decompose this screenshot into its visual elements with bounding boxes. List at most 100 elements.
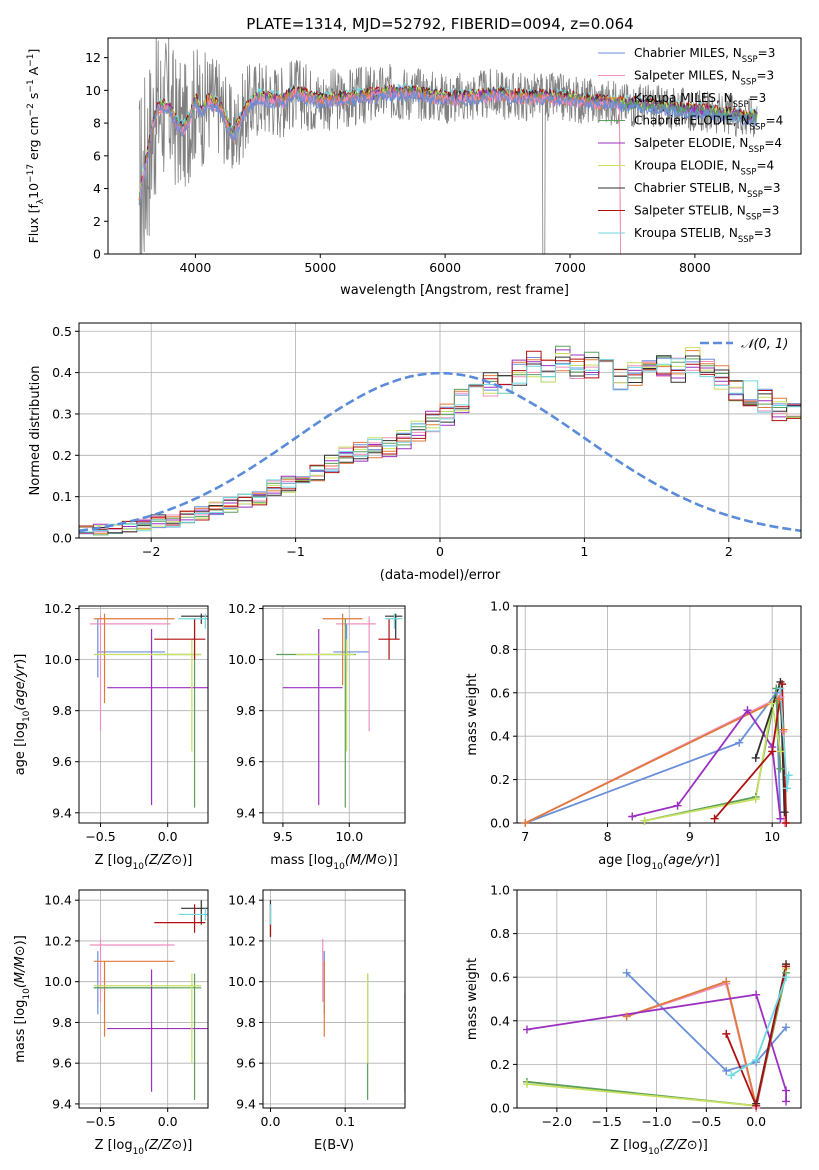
residual-histogram-4 [79, 349, 801, 534]
mass-weight-marker [752, 1056, 761, 1065]
mass-weight-marker [776, 764, 785, 773]
residual-histogram-8 [79, 358, 801, 533]
axes-frame [516, 889, 802, 1109]
y-tick-label: 0.4 [490, 729, 510, 744]
mass-weight-marker [752, 1101, 761, 1110]
y-tick-label: 10.0 [44, 652, 72, 667]
y-tick-label: 0.5 [52, 324, 72, 339]
y-tick-label: 0.8 [490, 926, 510, 941]
y-tick-label: 10.2 [44, 933, 72, 948]
x-tick-label: 8 [604, 829, 612, 844]
y-axis-label: Normed distribution [28, 366, 43, 496]
panel-mass-weight-vs-age: 7 8 9 10 0.0 0.2 0.4 0.6 0.8 1.0 mass weight age [l… [465, 599, 802, 872]
x-tick-label: −2 [142, 544, 160, 559]
mass-weight-marker [751, 795, 760, 804]
legend-entry: Chabrier STELIB, NSSP=3 [634, 181, 781, 200]
y-tick-label: 9.4 [52, 805, 72, 820]
y-tick-label: 0.8 [490, 642, 510, 657]
mass-weight-marker [710, 814, 719, 823]
y-tick-label: 10 [85, 83, 101, 98]
x-tick-label: 9 [686, 829, 694, 844]
y-tick-label: 9.8 [52, 703, 72, 718]
mass-weight-marker [735, 738, 744, 747]
residual-histogram-2 [79, 350, 801, 534]
x-tick-label: 10.0 [335, 829, 363, 844]
x-tick-label: 6000 [429, 260, 461, 275]
mass-weight-marker [751, 753, 760, 762]
x-tick-label: 2 [725, 544, 733, 559]
y-tick-label: 8 [93, 116, 101, 131]
mass-weight-series-4 [631, 708, 782, 819]
x-tick-label: 0.1 [335, 1114, 355, 1129]
mass-weight-marker [752, 990, 761, 999]
mass-weight-marker [776, 684, 785, 693]
axes-frame [262, 605, 406, 824]
mass-weight-marker [782, 819, 791, 827]
legend-entry: Chabrier MILES, NSSP=3 [634, 46, 775, 65]
mass-weight-marker [673, 801, 682, 810]
panel-mass-vs-Z: −0.5 0.0 9.4 9.6 9.8 10.0 10.2 10.4 Z [log10(Z/Z… [13, 889, 209, 1157]
y-tick-label: 9.6 [236, 754, 256, 769]
y-tick-label: 9.8 [236, 703, 256, 718]
y-tick-label: 9.6 [52, 1056, 72, 1071]
mass-weight-marker [640, 816, 649, 825]
x-tick-label: 0 [436, 544, 444, 559]
mass-weight-marker [776, 814, 785, 823]
x-tick-label: 0.0 [158, 829, 178, 844]
x-tick-label: −0.5 [85, 1114, 115, 1129]
residual-histogram-5 [79, 347, 801, 530]
y-tick-label: 1.0 [490, 883, 510, 898]
x-tick-label: 7 [521, 829, 529, 844]
mass-weight-marker [521, 819, 530, 827]
y-tick-label: 0.2 [52, 448, 72, 463]
mass-weight-marker [783, 784, 792, 793]
mass-weight-marker [722, 1066, 731, 1075]
residual-histogram-7 [79, 350, 801, 530]
y-tick-label: 10.0 [228, 974, 256, 989]
plot-area [276, 613, 403, 808]
mass-weight-series-5 [644, 703, 782, 822]
y-tick-label: 10.2 [44, 601, 72, 616]
x-tick-label: −1.5 [592, 1114, 622, 1129]
axes-frame [262, 889, 406, 1109]
y-tick-label: 9.6 [52, 754, 72, 769]
y-axis-label: mass weight [465, 673, 480, 755]
y-tick-label: 0.6 [490, 970, 510, 985]
mass-weight-marker [779, 725, 788, 734]
x-tick-label: 1 [580, 544, 588, 559]
x-axis-label: age [log10(age/yr)] [598, 853, 720, 872]
panel-spectrum: 4000 5000 6000 7000 8000 0 2 4 6 8 10 12 Chabrier MI… [26, 37, 802, 298]
mass-weight-marker [782, 1086, 791, 1095]
panel-age-vs-Z: −0.5 0.0 9.4 9.6 9.8 10.0 10.2 Z [log10(Z/Z⊙)] a… [13, 601, 209, 872]
y-tick-label: 0 [93, 247, 101, 262]
y-tick-label: 2 [93, 214, 101, 229]
y-tick-label: 0.2 [490, 772, 510, 787]
mass-weight-series-7 [713, 683, 788, 823]
y-axis-label: Flux [fλ10−17 erg cm−2 s−1 A−1] [26, 49, 46, 244]
x-tick-label: 4000 [179, 260, 211, 275]
mass-weight-marker [727, 1071, 736, 1080]
y-tick-label: 9.4 [236, 805, 256, 820]
x-tick-label: −0.5 [691, 1114, 721, 1129]
mass-weight-marker [782, 973, 791, 982]
y-tick-label: 12 [85, 50, 101, 65]
x-tick-label: −1 [286, 544, 304, 559]
plot-area [524, 681, 790, 823]
x-axis-label: (data-model)/error [380, 568, 501, 583]
mass-weight-marker [722, 1029, 731, 1038]
x-tick-label: 0.0 [261, 1114, 281, 1129]
axes-frame [78, 605, 209, 824]
x-tick-label: −0.5 [85, 829, 115, 844]
x-tick-label: 10 [764, 829, 780, 844]
axes-frame [78, 889, 209, 1109]
mass-weight-marker [782, 1097, 791, 1106]
mass-weight-marker [628, 812, 637, 821]
x-axis-label: Z [log10(Z/Z⊙)] [95, 853, 193, 872]
mass-weight-marker [522, 1080, 531, 1089]
axes-frame [516, 605, 802, 824]
plot-area [89, 613, 208, 808]
y-tick-label: 10.4 [228, 893, 256, 908]
mass-weight-marker [782, 962, 791, 971]
panel-mass-vs-EBV: 0.0 0.1 9.4 9.6 9.8 10.0 10.2 10.4 E(B-V) [228, 889, 406, 1153]
